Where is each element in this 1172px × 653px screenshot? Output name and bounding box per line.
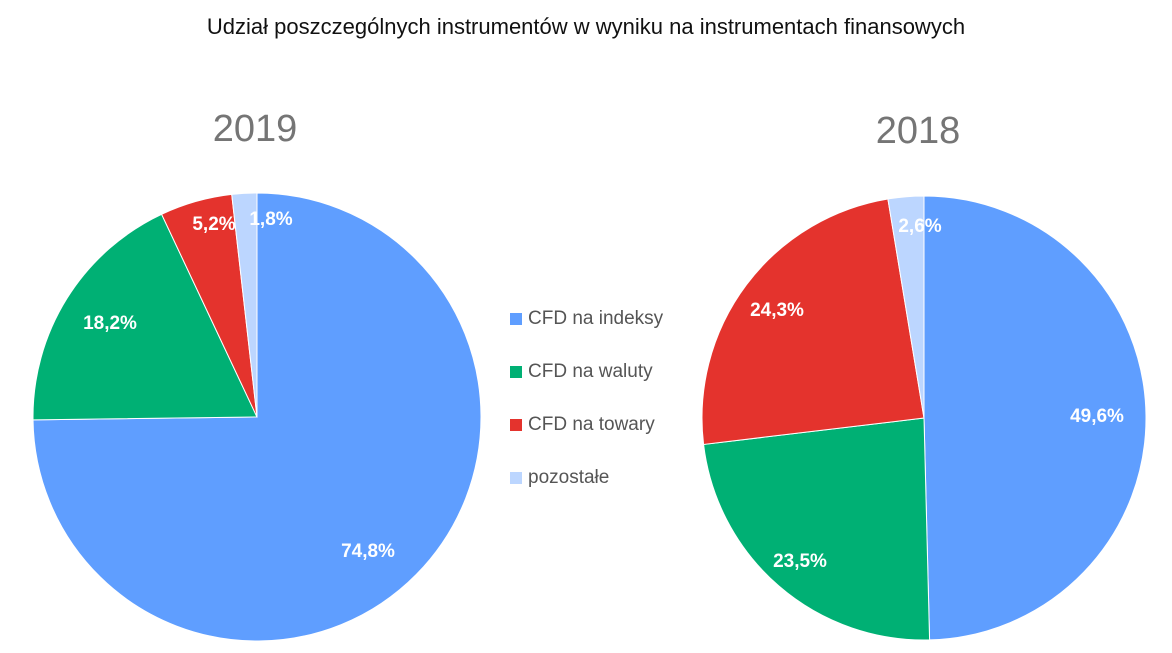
pie-label-2019-pozostale: 1,8% (249, 209, 292, 230)
legend-label-waluty: CFD na waluty (528, 361, 653, 382)
pie-slice-2018-pozostale[interactable] (887, 195, 925, 419)
legend-item-indeksy[interactable]: CFD na indeksy (510, 306, 663, 332)
pie-label-2018-waluty: 23,5% (773, 551, 827, 572)
legend-label-indeksy: CFD na indeksy (528, 308, 664, 329)
pie-label-2019-towary: 5,2% (192, 214, 235, 235)
legend-item-towary[interactable]: CFD na towary (510, 412, 663, 438)
legend-swatch-indeksy (510, 313, 522, 325)
pie-slice-2019-waluty[interactable] (32, 213, 258, 421)
pie-label-2019-waluty: 18,2% (83, 313, 137, 334)
pie-slice-2018-towary[interactable] (701, 198, 925, 445)
pie-label-2018-towary: 24,3% (750, 300, 804, 321)
pie-label-2019-indeksy: 74,8% (341, 541, 395, 562)
pie-label-2018-pozostale: 2,6% (898, 216, 941, 237)
legend: CFD na indeksy CFD na waluty CFD na towa… (510, 306, 663, 518)
legend-label-towary: CFD na towary (528, 414, 655, 435)
legend-swatch-pozostale (510, 472, 522, 484)
legend-swatch-waluty (510, 366, 522, 378)
pie-label-2018-indeksy: 49,6% (1070, 406, 1124, 427)
legend-item-pozostale[interactable]: pozostałe (510, 465, 663, 491)
legend-item-waluty[interactable]: CFD na waluty (510, 359, 663, 385)
legend-label-pozostale: pozostałe (528, 467, 610, 488)
pie-title-2018: 2018 (875, 110, 961, 152)
chart-title: Udział poszczególnych instrumentów w wyn… (206, 14, 966, 39)
pie-slice-2018-waluty[interactable] (703, 417, 931, 641)
pie-slice-2018-indeksy[interactable] (923, 195, 1147, 641)
pie-slice-2019-indeksy[interactable] (32, 192, 482, 642)
pie-slice-2019-pozostale[interactable] (231, 192, 258, 418)
pie-title-2019: 2019 (212, 108, 298, 150)
legend-swatch-towary (510, 419, 522, 431)
